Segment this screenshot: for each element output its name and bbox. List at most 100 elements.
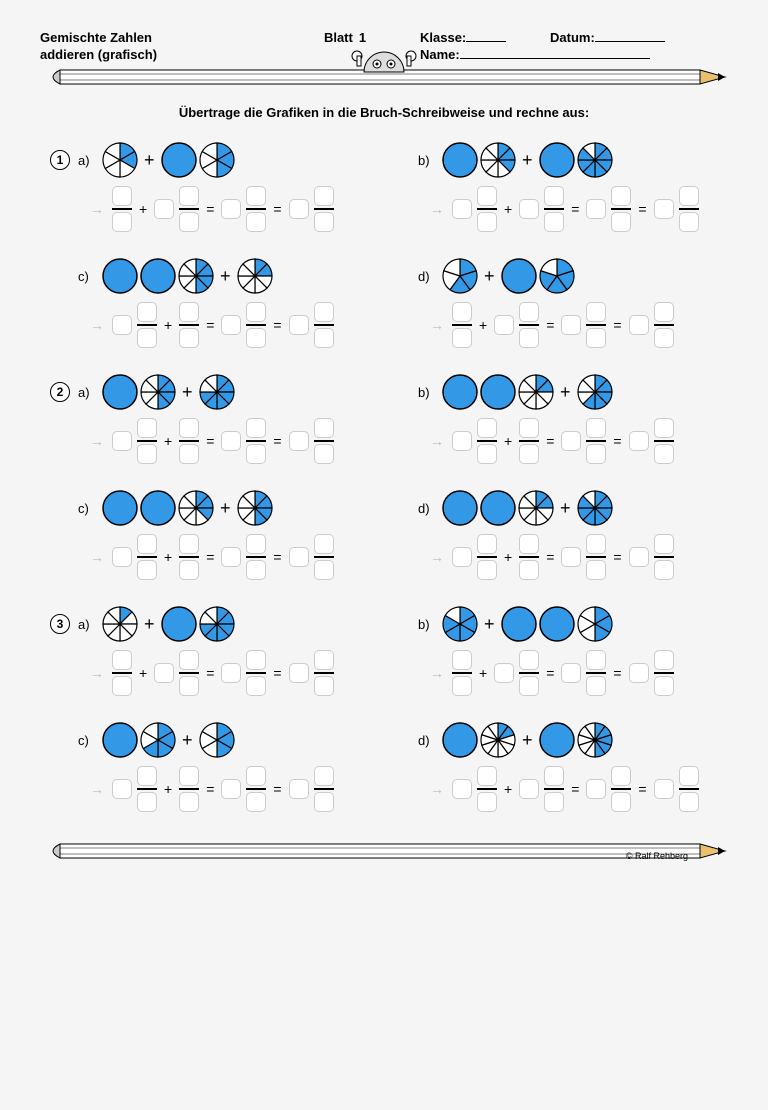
answer-box-whole[interactable] [561,315,581,335]
group-marker: 3 [50,614,70,634]
answer-fraction[interactable] [452,650,472,696]
answer-fraction[interactable] [679,766,699,812]
answer-fraction[interactable] [477,534,497,580]
answer-fraction[interactable] [314,302,334,348]
answer-fraction[interactable] [112,186,132,232]
answer-box-whole[interactable] [629,315,649,335]
answer-fraction[interactable] [314,418,334,464]
answer-fraction[interactable] [179,650,199,696]
answer-box-whole[interactable] [452,431,472,451]
answer-fraction[interactable] [179,418,199,464]
answer-fraction[interactable] [544,766,564,812]
answer-box-whole[interactable] [629,431,649,451]
answer-fraction[interactable] [586,418,606,464]
answer-fraction[interactable] [137,418,157,464]
answer-box-whole[interactable] [289,779,309,799]
pie-group: + [442,722,613,758]
answer-box-whole[interactable] [112,779,132,799]
answer-box-whole[interactable] [452,547,472,567]
answer-fraction[interactable] [679,186,699,232]
answer-box-whole[interactable] [561,547,581,567]
answer-fraction[interactable] [137,766,157,812]
answer-box-whole[interactable] [221,315,241,335]
answer-fraction[interactable] [137,534,157,580]
answer-box-whole[interactable] [561,431,581,451]
answer-fraction[interactable] [586,302,606,348]
answer-row: →+== [48,186,384,232]
answer-fraction[interactable] [112,650,132,696]
answer-fraction[interactable] [314,766,334,812]
answer-box-whole[interactable] [221,663,241,683]
answer-fraction[interactable] [179,302,199,348]
answer-box-whole[interactable] [221,779,241,799]
plus-sign: + [139,665,147,681]
answer-box-whole[interactable] [629,663,649,683]
answer-fraction[interactable] [519,650,539,696]
answer-box-whole[interactable] [654,199,674,219]
answer-box-whole[interactable] [289,663,309,683]
answer-box-whole[interactable] [112,431,132,451]
answer-fraction[interactable] [477,418,497,464]
answer-fraction[interactable] [246,650,266,696]
problem-row: c) + →+== d) + →+== [40,488,728,580]
answer-fraction[interactable] [314,186,334,232]
answer-box-whole[interactable] [494,315,514,335]
answer-box-whole[interactable] [221,431,241,451]
answer-box-whole[interactable] [494,663,514,683]
plus-sign: + [164,433,172,449]
title-line1: Gemischte Zahlen [40,30,270,45]
answer-box-whole[interactable] [221,547,241,567]
answer-box-whole[interactable] [452,779,472,799]
answer-fraction[interactable] [477,186,497,232]
answer-fraction[interactable] [654,534,674,580]
answer-fraction[interactable] [246,534,266,580]
arrow-icon: → [430,781,444,797]
answer-fraction[interactable] [179,534,199,580]
answer-box-whole[interactable] [289,199,309,219]
answer-box-whole[interactable] [289,547,309,567]
answer-box-whole[interactable] [289,431,309,451]
answer-fraction[interactable] [654,418,674,464]
answer-fraction[interactable] [246,186,266,232]
answer-fraction[interactable] [179,186,199,232]
answer-fraction[interactable] [611,766,631,812]
equals-sign: = [206,781,214,797]
answer-box-whole[interactable] [519,199,539,219]
answer-fraction[interactable] [519,302,539,348]
answer-box-whole[interactable] [586,779,606,799]
answer-fraction[interactable] [611,186,631,232]
answer-box-whole[interactable] [452,199,472,219]
answer-fraction[interactable] [544,186,564,232]
answer-box-whole[interactable] [586,199,606,219]
answer-fraction[interactable] [586,534,606,580]
answer-fraction[interactable] [246,302,266,348]
answer-fraction[interactable] [137,302,157,348]
answer-fraction[interactable] [246,418,266,464]
answer-box-whole[interactable] [112,315,132,335]
answer-fraction[interactable] [519,534,539,580]
pie-group: + [442,258,575,294]
answer-fraction[interactable] [314,534,334,580]
answer-box-whole[interactable] [654,779,674,799]
answer-fraction[interactable] [477,766,497,812]
answer-fraction[interactable] [246,766,266,812]
answer-box-whole[interactable] [221,199,241,219]
answer-box-whole[interactable] [154,199,174,219]
answer-fraction[interactable] [314,650,334,696]
plus-sign: + [164,781,172,797]
plus-sign: + [504,201,512,217]
answer-box-whole[interactable] [629,547,649,567]
answer-fraction[interactable] [519,418,539,464]
answer-box-whole[interactable] [154,663,174,683]
answer-box-whole[interactable] [519,779,539,799]
answer-box-whole[interactable] [112,547,132,567]
name-field: Name: [420,47,650,62]
answer-box-whole[interactable] [289,315,309,335]
answer-fraction[interactable] [452,302,472,348]
answer-fraction[interactable] [586,650,606,696]
answer-fraction[interactable] [654,650,674,696]
arrow-icon: → [430,317,444,333]
answer-fraction[interactable] [179,766,199,812]
answer-box-whole[interactable] [561,663,581,683]
answer-fraction[interactable] [654,302,674,348]
